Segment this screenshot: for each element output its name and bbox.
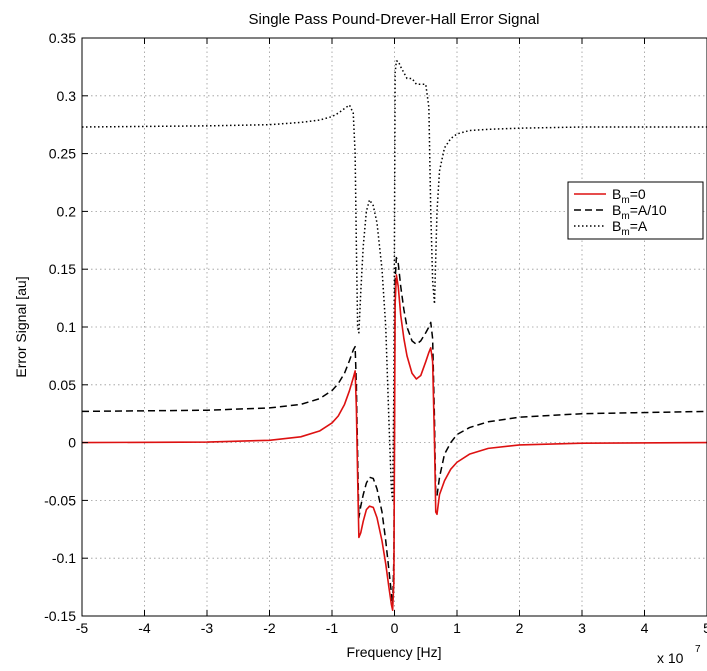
y-tick-label: 0 <box>68 435 76 451</box>
series-line-0 <box>82 274 707 612</box>
x-tick-label: -3 <box>201 620 214 636</box>
x-tick-label: 0 <box>391 620 399 636</box>
x-multiplier-base: x 10 <box>657 650 684 666</box>
x-multiplier-exponent: 7 <box>695 644 701 655</box>
y-tick-label: -0.05 <box>44 492 76 508</box>
y-axis-label: Error Signal [au] <box>13 276 29 377</box>
series-line-2 <box>82 60 707 502</box>
x-tick-label: 4 <box>641 620 649 636</box>
y-tick-label: 0.15 <box>49 261 76 277</box>
chart-title: Single Pass Pound-Drever-Hall Error Sign… <box>249 11 540 28</box>
x-tick-label: 3 <box>578 620 586 636</box>
axis-ticks: -5 -4 -3 -2 -1 0 1 2 3 4 5 -0.15 -0.1 -0.05 0 0.05 0.1 0.… <box>44 30 707 636</box>
x-tick-label: -5 <box>76 620 89 636</box>
y-tick-label: 0.2 <box>57 203 77 219</box>
x-tick-label: 1 <box>453 620 461 636</box>
legend-entry-2: Bm=A <box>612 218 648 238</box>
y-tick-label: -0.1 <box>52 550 76 566</box>
y-tick-label: 0.25 <box>49 146 76 162</box>
x-tick-label: 5 <box>703 620 707 636</box>
x-axis-multiplier: x 10 7 <box>657 644 701 666</box>
x-tick-label: -4 <box>138 620 151 636</box>
x-tick-label: -1 <box>326 620 339 636</box>
x-axis-label: Frequency [Hz] <box>347 644 442 660</box>
y-tick-label: 0.3 <box>57 88 77 104</box>
y-tick-label: 0.35 <box>49 30 76 46</box>
y-tick-label: -0.15 <box>44 608 76 624</box>
y-tick-label: 0.1 <box>57 319 77 335</box>
legend-entry-1: Bm=A/10 <box>612 202 667 222</box>
x-tick-label: -2 <box>263 620 276 636</box>
series-lines <box>82 60 707 612</box>
y-tick-label: 0.05 <box>49 377 76 393</box>
legend-entry-0: Bm=0 <box>612 186 646 206</box>
x-tick-label: 2 <box>516 620 524 636</box>
